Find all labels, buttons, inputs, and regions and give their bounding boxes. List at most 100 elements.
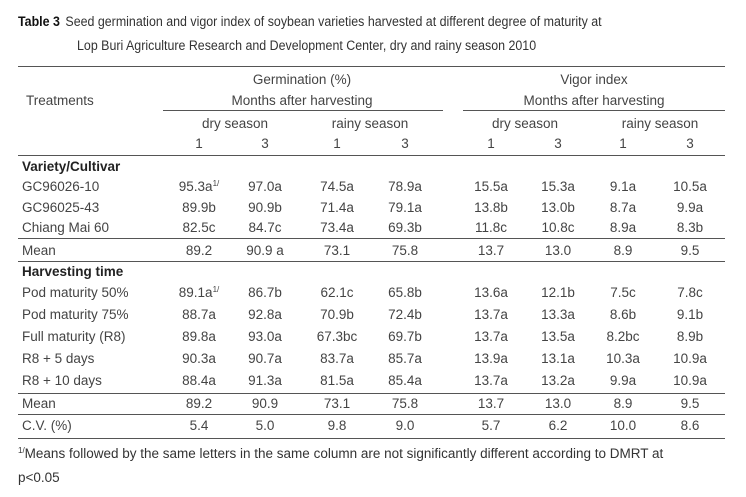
cell-value: 13.0	[523, 394, 593, 414]
cell-value: 89.9b	[164, 198, 234, 218]
month-3: 3	[401, 136, 409, 151]
cell-text: 8.9	[613, 396, 633, 411]
month-1: 1	[195, 136, 203, 151]
cell-value: 83.7a	[302, 349, 372, 369]
cell-text: 10.5a	[673, 179, 707, 194]
cell-text: 70.9b	[320, 307, 354, 322]
cell-text: 91.3a	[248, 373, 282, 388]
germination-subrule	[163, 110, 443, 111]
cell-text: 8.6	[680, 418, 700, 433]
cell-text: 9.9a	[676, 199, 704, 215]
caption-line-2: Lop Buri Agriculture Research and Develo…	[77, 38, 537, 53]
cell-value: 89.1a1/	[164, 283, 234, 303]
row-label: Full maturity (R8)	[22, 329, 126, 344]
cell-value: 90.9 a	[230, 241, 300, 261]
table-row: GC96026-10 95.3a1/97.0a 74.5a 78.9a 15.5a 15.…	[0, 177, 746, 197]
cell-text: 75.8	[391, 396, 419, 411]
cell-value: 8.7a	[588, 198, 658, 218]
cell-value: 10.5a	[655, 177, 725, 197]
cell-text: 15.3a	[541, 179, 575, 194]
row-rule	[18, 393, 725, 394]
month-1: 1	[487, 136, 495, 151]
cell-value: 69.3b	[370, 218, 440, 238]
cell-text: 8.9b	[676, 329, 704, 344]
cell-value: 8.3b	[655, 218, 725, 238]
cell-value: 7.5c	[588, 283, 658, 303]
cell-text: 73.1	[323, 396, 351, 411]
row-label: Pod maturity 75%	[22, 307, 129, 322]
cell-text: 13.7a	[474, 373, 508, 388]
cell-text: 8.2bc	[606, 329, 640, 344]
table-row: GC96025-43 89.9b 90.9b 71.4a 79.1a 13.8b 13.0b…	[0, 198, 746, 218]
cell-text: 9.5	[680, 243, 700, 258]
cell-value: 86.7b	[230, 283, 300, 303]
cell-value: 85.4a	[370, 371, 440, 391]
cell-value: 8.6	[655, 416, 725, 436]
cell-text: 6.2	[548, 418, 568, 433]
cell-value: 79.1a	[370, 198, 440, 218]
cell-text: 72.4b	[388, 307, 422, 322]
table-row: C.V. (%) 5.4 5.0 9.8 9.0 5.7 6.2 10.0 8.6	[0, 416, 746, 436]
cell-value: 93.0a	[230, 327, 300, 347]
cell-text: 5.7	[481, 418, 501, 433]
cell-value: 92.8a	[230, 305, 300, 325]
cell-value: 9.9a	[655, 198, 725, 218]
cell-value: 6.2	[523, 416, 593, 436]
cell-text: 90.3a	[182, 351, 216, 366]
table-row: Full maturity (R8) 89.8a 93.0a 67.3bc 69.7b 1…	[0, 327, 746, 347]
cell-value: 97.0a	[230, 177, 300, 197]
footnote: 1/Means followed by the same letters in …	[18, 446, 663, 461]
cell-text: 89.2	[185, 396, 213, 411]
cell-text: 88.4a	[182, 373, 216, 388]
caption-line-1: Seed germination and vigor index of soyb…	[65, 14, 602, 29]
cell-value: 13.7a	[456, 371, 526, 391]
treatments-header: Treatments	[26, 93, 94, 108]
cell-value: 15.3a	[523, 177, 593, 197]
cell-text: 71.4a	[320, 199, 354, 215]
cell-value: 67.3bc	[302, 327, 372, 347]
cell-text: 13.6a	[474, 285, 508, 300]
cell-text: 9.9a	[609, 373, 637, 388]
germination-header: Germination (%)	[252, 72, 352, 87]
cell-value: 13.1a	[523, 349, 593, 369]
cell-text: 90.9b	[248, 199, 282, 215]
cell-text: 89.1a	[178, 285, 213, 300]
cell-value: 90.3a	[164, 349, 234, 369]
cell-text: 8.6b	[609, 307, 637, 322]
row-label: R8 + 5 days	[22, 351, 95, 366]
cell-value: 13.7a	[456, 305, 526, 325]
row-rule	[18, 238, 725, 239]
cell-value: 69.7b	[370, 327, 440, 347]
cell-value: 10.3a	[588, 349, 658, 369]
cell-text: 85.7a	[388, 351, 422, 366]
cell-value: 8.9a	[588, 218, 658, 238]
cell-value: 13.3a	[523, 305, 593, 325]
cell-value: 9.5	[655, 394, 725, 414]
cell-text: 13.3a	[541, 307, 575, 322]
cell-value: 10.8c	[523, 218, 593, 238]
germ-dry-header: dry season	[201, 116, 269, 131]
vigor-dry-header: dry season	[491, 116, 559, 131]
cell-value: 8.2bc	[588, 327, 658, 347]
cell-value: 82.5c	[164, 218, 234, 238]
cell-value: 81.5a	[302, 371, 372, 391]
cell-value: 8.9b	[655, 327, 725, 347]
cell-text: 75.8	[391, 243, 419, 258]
cell-text: 90.9	[251, 396, 279, 411]
cell-value: 65.8b	[370, 283, 440, 303]
table-row: Pod maturity 75% 88.7a 92.8a 70.9b 72.4b 13.7…	[0, 305, 746, 325]
footnote-marker: 1/	[212, 285, 220, 294]
cell-text: 89.9b	[182, 199, 216, 215]
cell-text: 93.0a	[248, 329, 282, 344]
cell-value: 7.8c	[655, 283, 725, 303]
cell-value: 9.1a	[588, 177, 658, 197]
cell-value: 12.1b	[523, 283, 593, 303]
table-row: R8 + 10 days 88.4a 91.3a 81.5a 85.4a 13.7a 13.…	[0, 371, 746, 391]
cell-text: 88.7a	[182, 307, 216, 322]
row-label: GC96026-10	[22, 179, 100, 194]
cell-value: 5.4	[164, 416, 234, 436]
cell-value: 84.7c	[230, 218, 300, 238]
cell-value: 90.7a	[230, 349, 300, 369]
cell-value: 10.9a	[655, 349, 725, 369]
cell-value: 13.5a	[523, 327, 593, 347]
